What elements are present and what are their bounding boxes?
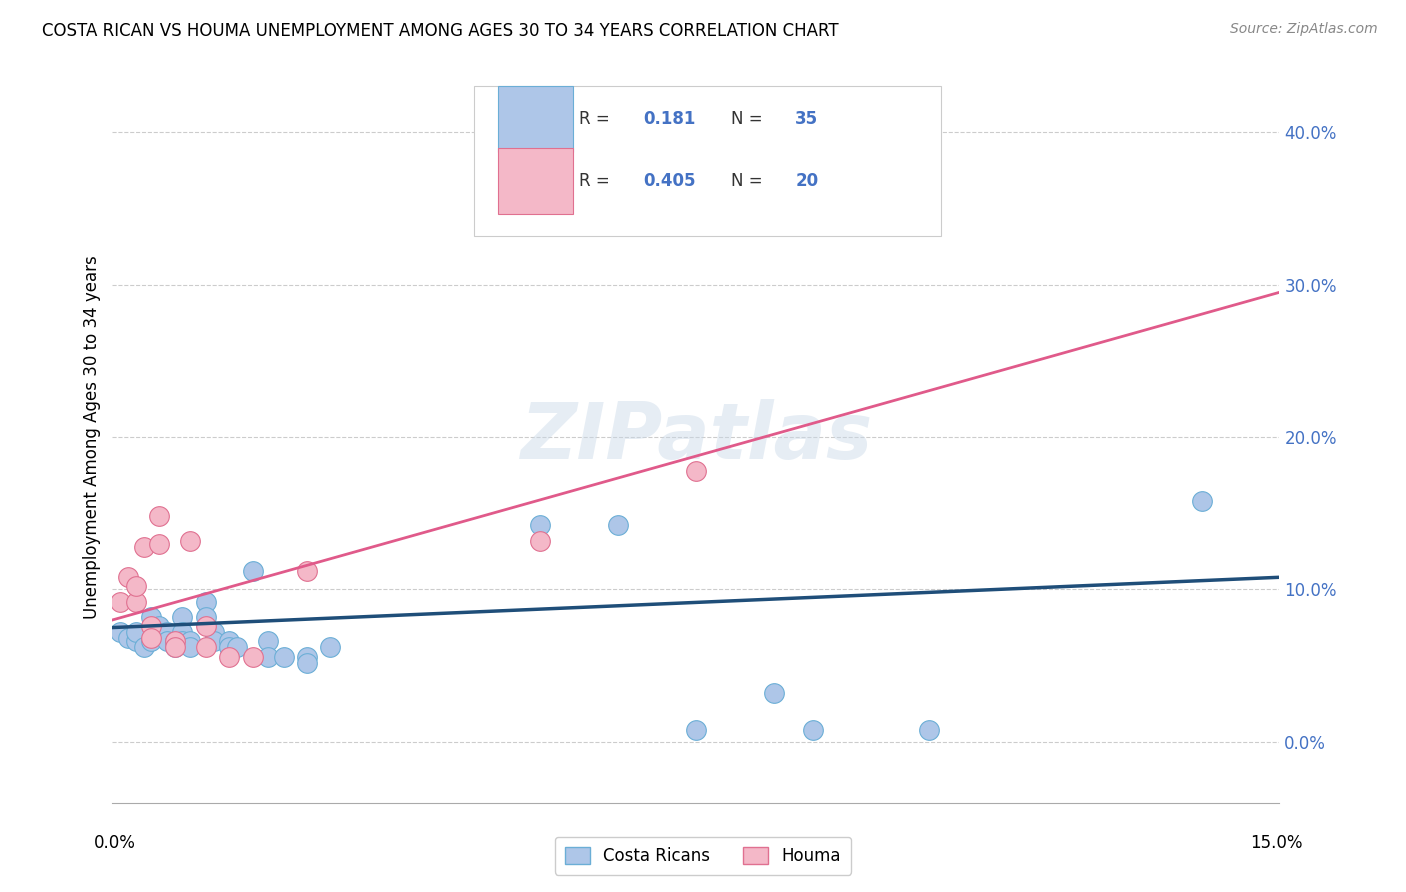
Point — [125, 579, 148, 593]
Point — [194, 610, 217, 624]
Point — [179, 640, 201, 655]
Point — [163, 634, 186, 648]
Point — [141, 610, 163, 624]
Point — [218, 649, 240, 664]
Point — [194, 594, 217, 608]
Point — [319, 640, 342, 655]
Text: R =: R = — [579, 172, 616, 190]
Point — [125, 634, 148, 648]
Point — [257, 649, 280, 664]
Text: 20: 20 — [796, 172, 818, 190]
Point — [841, 148, 863, 162]
Point — [202, 625, 225, 640]
Text: COSTA RICAN VS HOUMA UNEMPLOYMENT AMONG AGES 30 TO 34 YEARS CORRELATION CHART: COSTA RICAN VS HOUMA UNEMPLOYMENT AMONG … — [42, 22, 839, 40]
Point — [117, 632, 139, 646]
Point — [607, 518, 630, 533]
FancyBboxPatch shape — [498, 86, 574, 152]
Point — [218, 640, 240, 655]
Text: Source: ZipAtlas.com: Source: ZipAtlas.com — [1230, 22, 1378, 37]
Point — [172, 634, 194, 648]
Point — [156, 634, 179, 648]
Point — [529, 518, 551, 533]
Point — [295, 656, 318, 670]
Point — [141, 634, 163, 648]
Point — [194, 619, 217, 633]
Point — [110, 625, 132, 640]
Point — [125, 625, 148, 640]
Point — [202, 634, 225, 648]
Point — [194, 640, 217, 655]
Point — [242, 564, 264, 578]
Point — [148, 619, 170, 633]
Point — [218, 634, 240, 648]
Point — [273, 649, 295, 664]
Point — [801, 723, 824, 737]
Point — [132, 540, 155, 554]
Point — [685, 723, 707, 737]
Point — [117, 570, 139, 584]
Point — [179, 533, 201, 548]
Text: ZIPatlas: ZIPatlas — [520, 399, 872, 475]
Point — [226, 640, 249, 655]
Point — [295, 564, 318, 578]
Point — [172, 625, 194, 640]
Text: N =: N = — [731, 172, 768, 190]
Point — [163, 634, 186, 648]
Text: N =: N = — [731, 110, 768, 128]
Text: 0.0%: 0.0% — [94, 834, 136, 852]
Point — [918, 723, 941, 737]
FancyBboxPatch shape — [498, 148, 574, 214]
FancyBboxPatch shape — [474, 86, 941, 236]
Text: 0.405: 0.405 — [644, 172, 696, 190]
Point — [242, 649, 264, 664]
Text: 35: 35 — [796, 110, 818, 128]
Text: 0.181: 0.181 — [644, 110, 696, 128]
Point — [141, 619, 163, 633]
Point — [257, 634, 280, 648]
Point — [163, 640, 186, 655]
Point — [148, 537, 170, 551]
Point — [172, 610, 194, 624]
Point — [163, 640, 186, 655]
Y-axis label: Unemployment Among Ages 30 to 34 years: Unemployment Among Ages 30 to 34 years — [83, 255, 101, 619]
Point — [762, 686, 785, 700]
Point — [295, 649, 318, 664]
Text: R =: R = — [579, 110, 616, 128]
Text: 15.0%: 15.0% — [1250, 834, 1303, 852]
Point — [685, 464, 707, 478]
Point — [1191, 494, 1213, 508]
Point — [141, 632, 163, 646]
Point — [156, 625, 179, 640]
Legend: Costa Ricans, Houma: Costa Ricans, Houma — [555, 837, 851, 875]
Point — [148, 509, 170, 524]
Point — [110, 594, 132, 608]
Point — [125, 594, 148, 608]
Point — [179, 634, 201, 648]
Point — [529, 533, 551, 548]
Point — [132, 640, 155, 655]
